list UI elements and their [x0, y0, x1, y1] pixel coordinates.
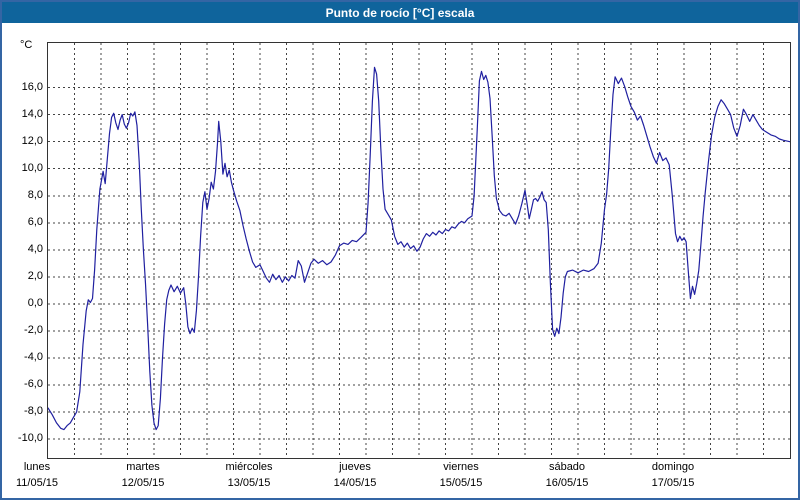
y-axis-unit-label: °C — [20, 39, 33, 51]
plot-svg — [48, 43, 790, 458]
x-axis-day-label: jueves — [339, 461, 371, 473]
x-axis-day-label: lunes — [23, 461, 51, 473]
x-axis-date-label: 16/05/15 — [545, 477, 589, 489]
x-axis-day-label: martes — [126, 461, 160, 473]
y-axis-tick-label: -6,0 — [24, 378, 43, 390]
y-axis-tick-label: -8,0 — [24, 405, 43, 418]
y-axis-tick-label: 4,0 — [27, 242, 43, 255]
title-bar: Punto de rocío [°C] escala — [2, 2, 798, 23]
y-axis-tick-label: 6,0 — [27, 215, 43, 228]
y-axis-tick-label: -2,0 — [24, 323, 43, 336]
x-axis-day-label: domingo — [651, 461, 695, 473]
chart-title: Punto de rocío [°C] escala — [325, 5, 475, 20]
y-axis-tick-label: 12,0 — [21, 134, 43, 147]
x-axis-day-label: sábado — [548, 461, 586, 473]
y-axis-tick-label: 14,0 — [21, 107, 43, 120]
y-axis-tick-label: 16,0 — [21, 80, 43, 93]
x-axis-date-label: 15/05/15 — [439, 477, 483, 489]
y-axis-tick-label: 2,0 — [27, 269, 43, 282]
y-axis-tick-label: -10,0 — [17, 432, 43, 445]
x-axis-date-label: 14/05/15 — [333, 477, 377, 489]
dew-point-series-line — [48, 66, 790, 431]
x-axis-day-label: viernes — [443, 461, 479, 473]
y-axis-tick-label: -4,0 — [24, 350, 43, 363]
x-axis-date-label: 12/05/15 — [121, 477, 165, 489]
y-axis-tick-label: 8,0 — [27, 188, 43, 201]
plot-area — [47, 42, 791, 459]
x-axis-date-label: 11/05/15 — [15, 477, 59, 489]
y-axis-tick-label: 10,0 — [21, 161, 43, 174]
x-axis-date-label: 13/05/15 — [227, 477, 271, 489]
x-axis-date-label: 17/05/15 — [651, 477, 695, 489]
y-axis-tick-label: 0,0 — [27, 296, 43, 309]
x-axis-day-label: miércoles — [225, 461, 273, 473]
